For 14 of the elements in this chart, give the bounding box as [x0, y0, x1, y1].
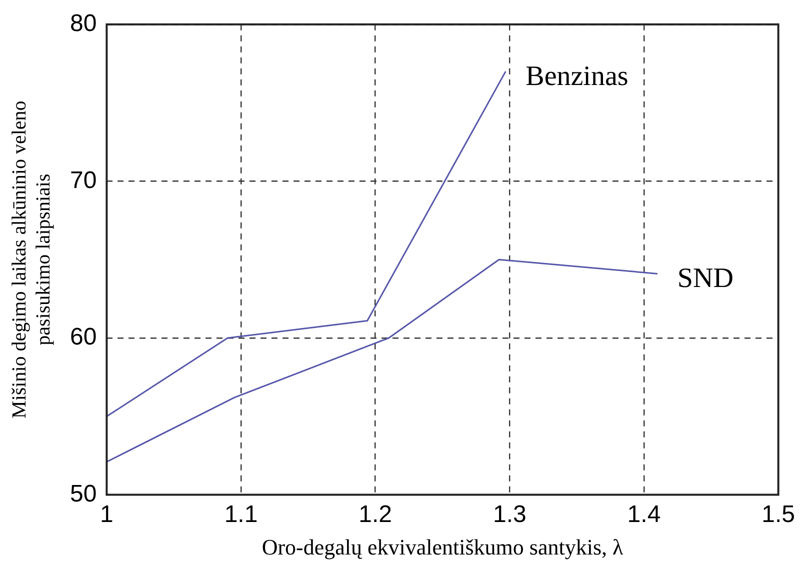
- y-tick-label: 80: [70, 10, 97, 38]
- x-tick-label: 1.3: [492, 500, 526, 528]
- x-tick-label: 1: [100, 500, 114, 528]
- y-axis-title: Mišinio degimo laikas alkūninio veleno pasisukimo laipsniais: [8, 100, 54, 418]
- x-axis-title: Oro-degalų ekvivalentiškumo santykis, λ: [262, 534, 624, 560]
- series-label: Benzinas: [526, 60, 628, 92]
- y-tick-label: 50: [70, 480, 97, 508]
- x-tick-label: 1.5: [762, 500, 796, 528]
- series-label: SND: [677, 263, 734, 294]
- x-tick-label: 1.1: [224, 500, 258, 528]
- y-tick-label: 60: [70, 324, 97, 351]
- x-tick-label: 1.2: [358, 500, 392, 528]
- y-tick-label: 70: [70, 166, 97, 194]
- x-tick-label: 1.4: [627, 500, 661, 528]
